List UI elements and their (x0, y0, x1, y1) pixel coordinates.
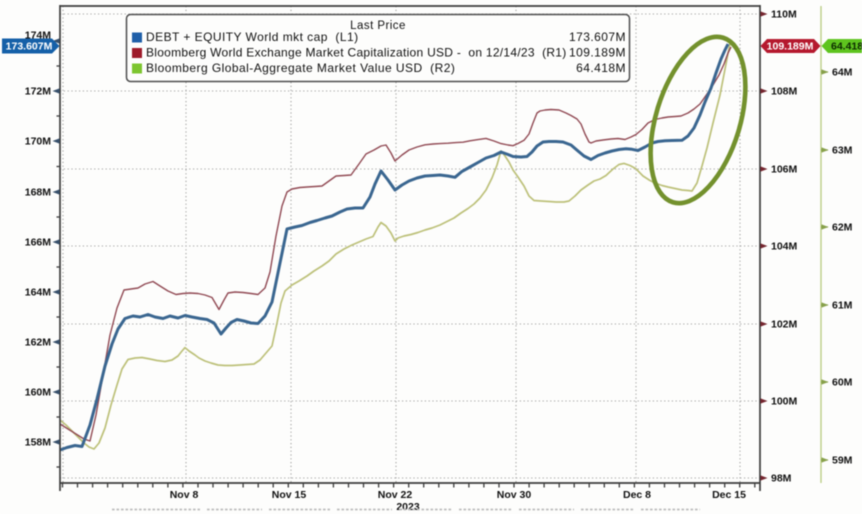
svg-text:Dec 15: Dec 15 (712, 489, 746, 501)
svg-text:104M: 104M (771, 241, 798, 253)
svg-text:173.607M: 173.607M (6, 41, 53, 53)
svg-text:Dec 8: Dec 8 (623, 489, 651, 501)
svg-text:166M: 166M (25, 237, 52, 249)
svg-text:102M: 102M (771, 319, 798, 331)
svg-text:64.418M: 64.418M (576, 61, 626, 75)
svg-text:170M: 170M (25, 136, 52, 148)
svg-text:168M: 168M (25, 187, 52, 199)
svg-text:Nov 8: Nov 8 (170, 489, 199, 501)
svg-text:Nov 22: Nov 22 (378, 489, 413, 501)
svg-text:64.418M: 64.418M (831, 41, 862, 53)
svg-text:2023: 2023 (396, 501, 420, 513)
svg-text:98M: 98M (771, 473, 792, 485)
svg-text:Bloomberg World Exchange Marke: Bloomberg World Exchange Market Capitali… (146, 46, 567, 60)
svg-text:108M: 108M (771, 86, 798, 98)
svg-text:63M: 63M (832, 145, 853, 157)
svg-text:164M: 164M (25, 287, 52, 299)
svg-text:Nov 15: Nov 15 (272, 489, 307, 501)
svg-text:Nov 30: Nov 30 (497, 489, 532, 501)
svg-text:160M: 160M (25, 387, 52, 399)
svg-text:109.189M: 109.189M (767, 41, 814, 53)
svg-text:64M: 64M (832, 67, 853, 79)
svg-text:60M: 60M (832, 377, 853, 389)
svg-text:59M: 59M (832, 455, 853, 467)
svg-text:106M: 106M (771, 164, 798, 176)
svg-text:172M: 172M (25, 86, 52, 98)
svg-text:61M: 61M (832, 300, 853, 312)
svg-text:162M: 162M (25, 337, 52, 349)
svg-text:100M: 100M (771, 396, 798, 408)
svg-text:DEBT + EQUITY World mkt cap (: DEBT + EQUITY World mkt cap (L1) (146, 30, 359, 44)
svg-text:Bloomberg Global-Aggregate Mar: Bloomberg Global-Aggregate Market Value … (146, 61, 455, 75)
svg-text:110M: 110M (771, 9, 797, 21)
svg-text:62M: 62M (832, 222, 853, 234)
svg-text:Last Price: Last Price (350, 20, 406, 32)
svg-text:158M: 158M (25, 437, 52, 449)
svg-text:173.607M: 173.607M (569, 30, 626, 44)
svg-text:109.189M: 109.189M (569, 46, 626, 60)
